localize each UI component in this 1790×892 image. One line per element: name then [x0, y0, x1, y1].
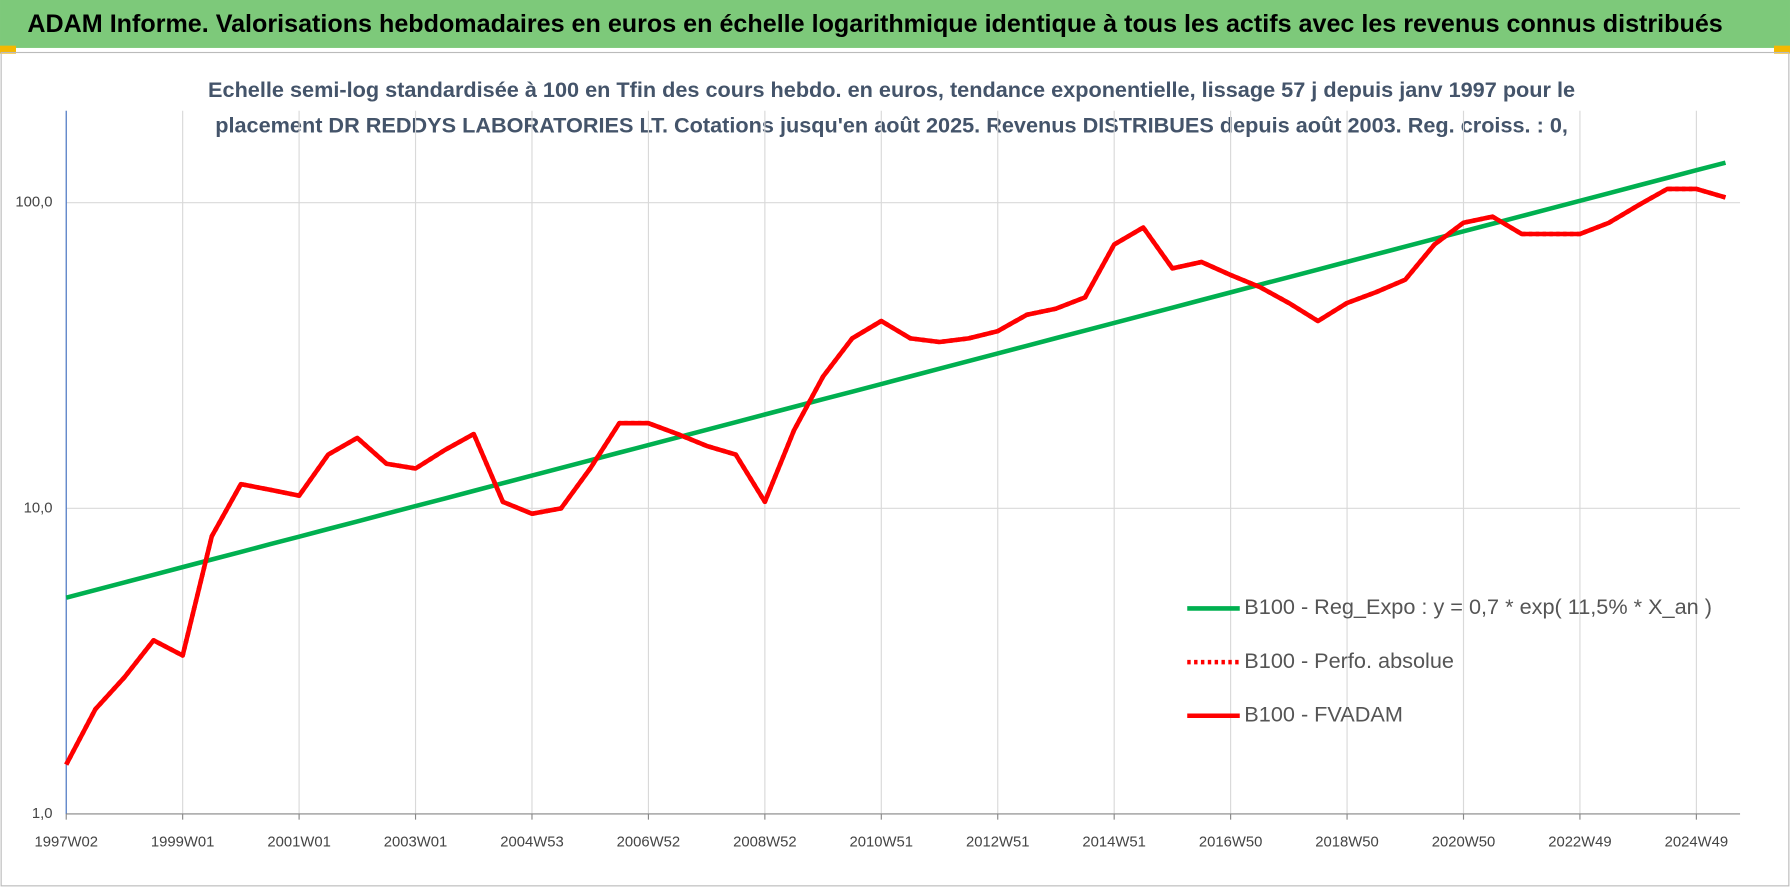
x-tick-label: 2012W51 — [966, 834, 1029, 850]
subtitle: Echelle semi-log standardisée à 100 en T… — [208, 77, 1575, 102]
y-tick-label: 1,0 — [32, 806, 53, 822]
plot-area: 1,0 10,0 100,0 1997W02 1999W01 2001W01 2003W01… — [15, 110, 1741, 850]
y-tick-label: 10,0 — [24, 500, 53, 516]
x-tick-label: 2010W51 — [850, 834, 913, 850]
chart-title: ADAM Informe. Valorisations hebdomadaire… — [27, 10, 1722, 38]
legend-label: B100 - Reg_Expo : y = 0,7 * exp( 11,5% *… — [1244, 594, 1712, 619]
x-tick-label: 2018W50 — [1315, 834, 1378, 850]
x-tick-label: 2024W49 — [1665, 834, 1728, 850]
x-tick-label: 2014W51 — [1082, 834, 1145, 850]
x-tick-label: 2008W52 — [733, 834, 796, 850]
x-tick-label: 1999W01 — [151, 834, 214, 850]
corner — [0, 45, 16, 54]
x-tick-label: 2016W50 — [1199, 834, 1262, 850]
x-tick-label: 2022W49 — [1548, 834, 1611, 850]
legend-label: B100 - FVADAM — [1244, 701, 1403, 726]
legend-label: B100 - Perfo. absolue — [1244, 648, 1454, 673]
x-tick-label: 2006W52 — [617, 834, 680, 850]
x-tick-label: 2001W01 — [267, 834, 330, 850]
x-tick-label: 2020W50 — [1432, 834, 1495, 850]
series-line — [64, 186, 1727, 766]
header-bar — [0, 0, 1790, 48]
y-tick-label: 100,0 — [15, 195, 52, 211]
frame — [0, 51, 1790, 887]
subtitle: placement DR REDDYS LABORATORIES LT. Cot… — [215, 112, 1568, 137]
x-tick-label: 2003W01 — [384, 834, 447, 850]
x-tick-label: 2004W53 — [500, 834, 563, 850]
corner — [1774, 45, 1790, 54]
x-tick-label: 1997W02 — [34, 834, 97, 850]
